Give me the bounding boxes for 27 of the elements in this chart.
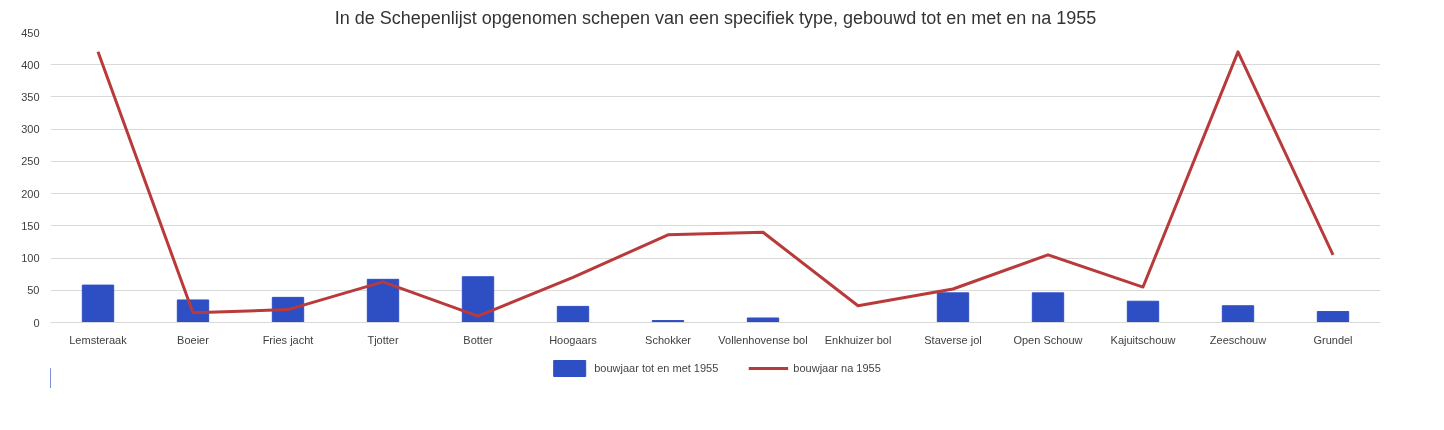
x-tick-label: Vollenhovense bol	[718, 333, 808, 346]
legend-label: bouwjaar tot en met 1955	[594, 362, 719, 374]
x-tick-label: Boeier	[177, 333, 210, 346]
x-tick-label: Fries jacht	[262, 333, 314, 346]
x-tick-label: Kajuitschouw	[1110, 333, 1176, 346]
x-tick-label: Grundel	[1313, 333, 1353, 346]
x-tick-label: Staverse jol	[924, 333, 982, 346]
x-tick-label: Open Schouw	[1013, 333, 1083, 346]
x-tick-label: Enkhuizer bol	[824, 333, 892, 346]
y-tick-label: 150	[21, 219, 40, 232]
x-tick-label: Hoogaars	[549, 333, 598, 346]
x-tick-label: Tjotter	[367, 333, 399, 346]
y-tick-label: 0	[33, 316, 40, 329]
y-tick-label: 400	[21, 58, 40, 71]
y-tick-label: 350	[21, 90, 40, 103]
y-tick-label: 300	[21, 123, 40, 136]
chart-title: In de Schepenlijst opgenomen schepen van een specifiek type, gebouwd tot en met en na 1955	[334, 7, 1097, 28]
x-tick-label: Botter	[463, 333, 494, 346]
y-tick-label: 200	[21, 187, 40, 200]
x-tick-label: Lemsteraak	[69, 333, 128, 346]
x-tick-label: Zeeschouw	[1209, 333, 1267, 346]
y-tick-label: 450	[21, 26, 40, 39]
legend-label: bouwjaar na 1955	[793, 362, 881, 374]
y-tick-label: 100	[21, 252, 40, 265]
x-tick-label: Schokker	[645, 333, 692, 346]
y-tick-label: 250	[21, 155, 40, 168]
y-tick-label: 50	[27, 284, 40, 297]
